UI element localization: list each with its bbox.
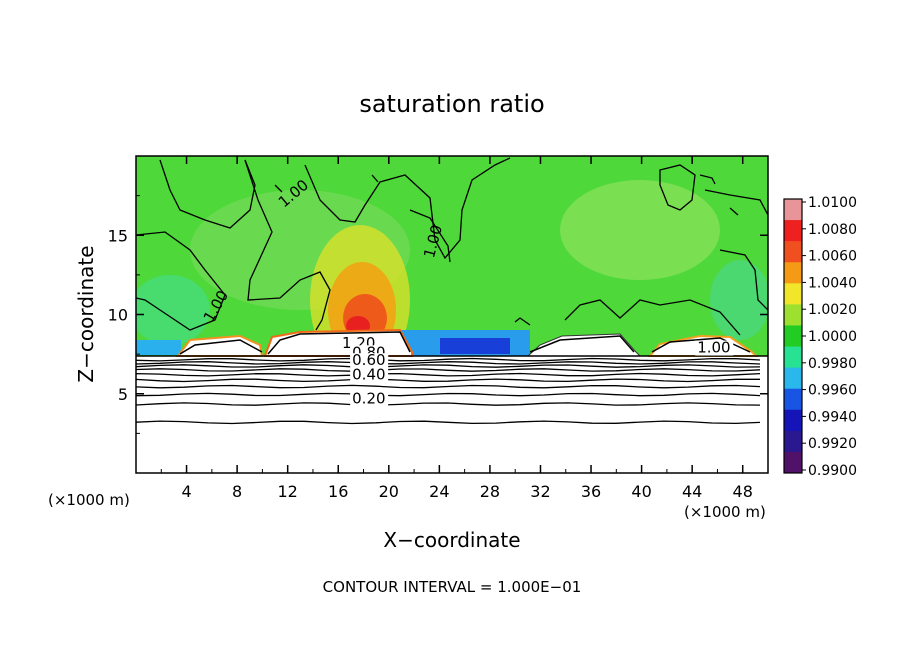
x-tick-label: 40 <box>631 482 651 501</box>
x-tick-label: 20 <box>379 482 399 501</box>
y-axis-label: Z−coordinate <box>74 245 98 382</box>
contour-line <box>136 378 760 383</box>
colorbar-segment <box>784 451 802 474</box>
contour-interval-footer: CONTOUR INTERVAL = 1.000E−01 <box>323 578 582 596</box>
contour-line <box>136 392 761 397</box>
y-tick-label: 10 <box>108 306 128 325</box>
colorbar-label: 0.9980 <box>808 356 857 372</box>
colorbar-segment <box>784 304 802 326</box>
x-axis: 4 8 12 16 20 24 28 32 36 40 44 48 <box>160 156 753 501</box>
contour-line <box>136 368 761 372</box>
contour-label: 1.00 <box>697 339 730 357</box>
moist-patch-upper <box>560 180 720 280</box>
x-tick-label: 44 <box>682 482 702 501</box>
contour-label: 0.60 <box>352 351 385 369</box>
contour-label-background <box>695 340 734 356</box>
colorbar-label: 1.0080 <box>808 222 857 238</box>
x-tick-label: 28 <box>480 482 500 501</box>
blue-band-deep <box>440 338 510 354</box>
x-axis-label: X−coordinate <box>383 528 520 552</box>
colorbar-segment <box>784 367 802 390</box>
colorbar-label: 0.9900 <box>808 463 857 479</box>
chart-title: saturation ratio <box>359 90 544 118</box>
x-unit-left: (×1000 m) <box>48 491 130 509</box>
contour-lines-upper <box>136 157 768 336</box>
x-tick-label: 12 <box>278 482 298 501</box>
contour-lines-lower <box>136 357 761 425</box>
contour-line <box>136 420 761 425</box>
colorbar-label: 1.0060 <box>808 249 857 265</box>
contour-line <box>136 402 761 406</box>
colorbar-segment <box>784 262 802 284</box>
y-axis: 5 10 15 <box>108 195 768 434</box>
x-tick-label: 36 <box>581 482 601 501</box>
colorbar-segment <box>784 346 802 369</box>
contour-line <box>136 384 761 389</box>
contour-label: 0.40 <box>352 365 385 383</box>
plot-area <box>136 156 768 473</box>
cloud-outlines <box>136 331 768 357</box>
colorbar-segment <box>784 430 802 453</box>
x-tick-label: 48 <box>733 482 753 501</box>
colorbar-segment <box>784 241 802 263</box>
colorbar-segment <box>784 283 802 305</box>
x-tick-label: 32 <box>530 482 550 501</box>
colorbar-label: 1.0100 <box>808 195 857 211</box>
contour-label-background <box>350 367 389 383</box>
x-tick-label: 24 <box>429 482 449 501</box>
contour-label-background <box>350 353 389 369</box>
colorbar-label: 0.9920 <box>808 436 857 452</box>
colorbar-label: 0.9940 <box>808 409 857 425</box>
x-unit-right: (×1000 m) <box>684 503 766 521</box>
cyan-patch-left <box>136 275 210 345</box>
contour-line <box>136 364 761 368</box>
colorbar-label: 1.0020 <box>808 302 857 318</box>
contour-line <box>136 361 761 365</box>
x-tick-label: 8 <box>232 482 242 501</box>
colorbar-label: 1.0040 <box>808 275 857 291</box>
colorbar-segment <box>784 220 802 242</box>
x-tick-label: 16 <box>328 482 348 501</box>
colorbar-segment <box>784 325 802 348</box>
contour-label-background <box>350 391 389 407</box>
blue-edge-left <box>136 340 181 355</box>
x-tick-label: 4 <box>181 482 191 501</box>
y-tick-label: 15 <box>108 226 128 245</box>
colorbar: 1.0100 1.0080 1.0060 1.0040 1.0020 1.0000 0.99… <box>783 195 857 479</box>
cyan-patch-right <box>710 260 768 340</box>
lower-region <box>136 356 768 473</box>
colorbar-label: 1.0000 <box>808 329 857 345</box>
contour-line <box>136 357 761 362</box>
colorbar-label: 0.9960 <box>808 383 857 399</box>
colorbar-segment <box>784 388 802 411</box>
contour-label: 0.20 <box>352 389 385 407</box>
colorbar-segment <box>784 409 802 432</box>
contour-line <box>136 372 761 377</box>
colorbar-segment <box>784 199 802 221</box>
y-tick-label: 5 <box>118 385 128 404</box>
